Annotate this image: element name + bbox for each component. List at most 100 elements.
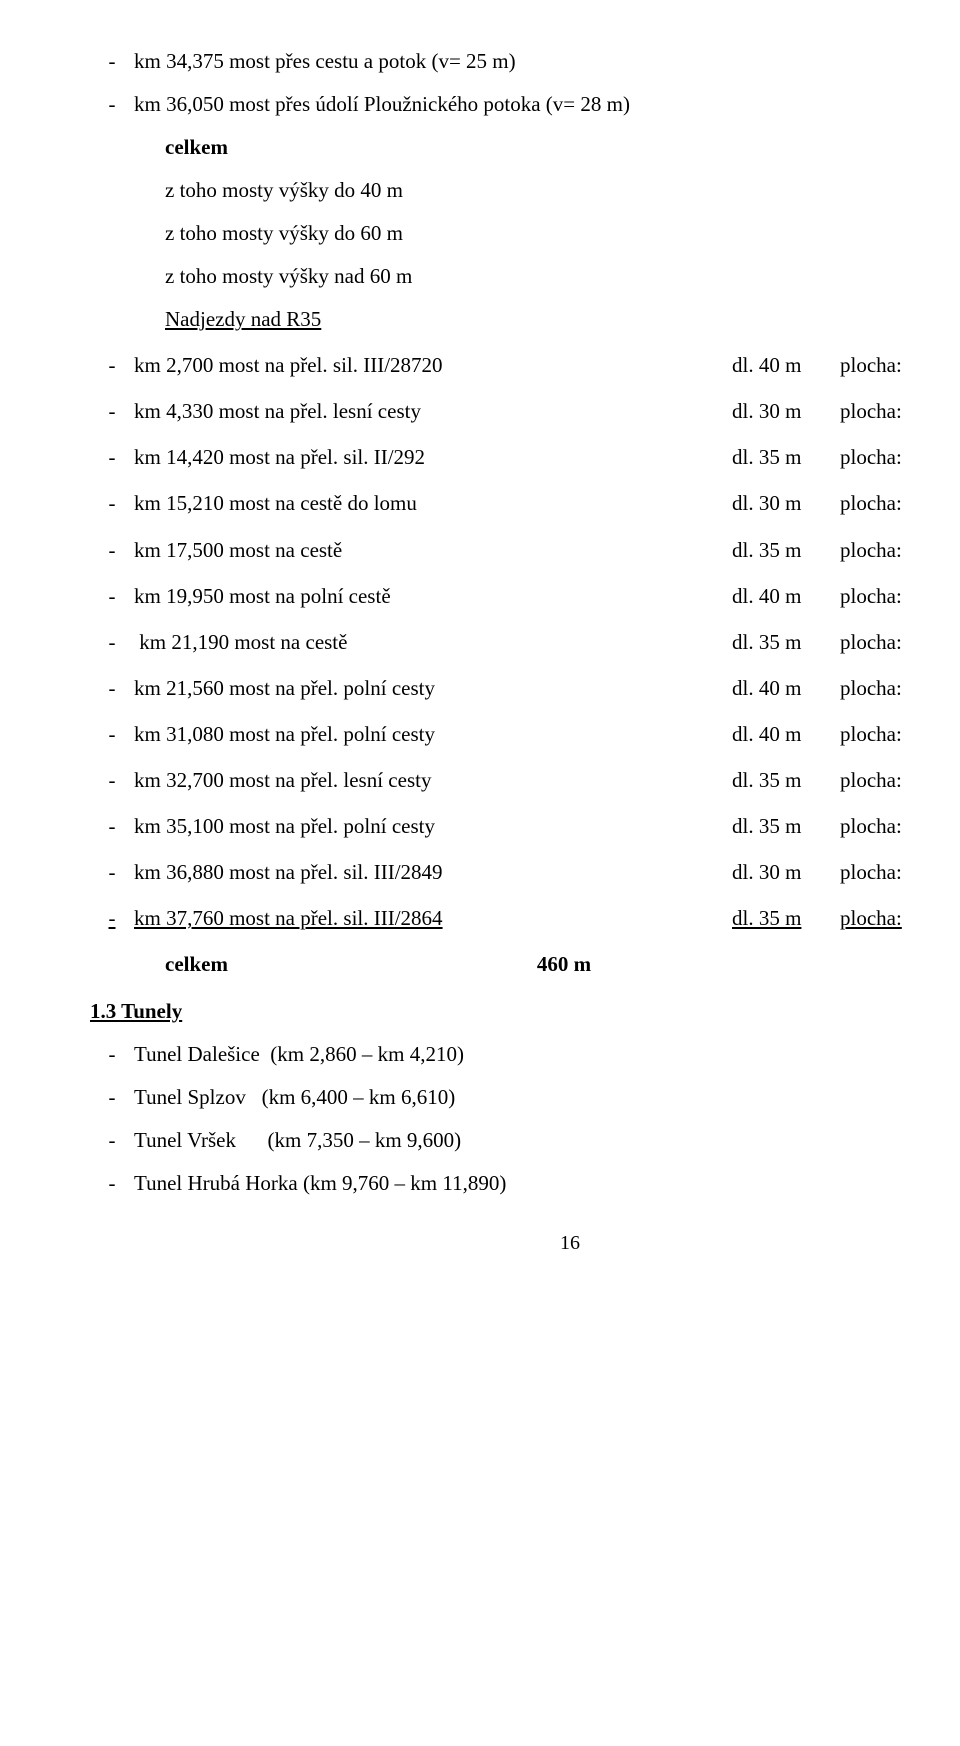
- item-text: Tunel Dalešice (km 2,860 – km 4,210): [134, 1033, 464, 1076]
- bullet-dash: -: [90, 344, 134, 387]
- item-dl: dl. 40 m: [732, 667, 840, 710]
- bullet-dash: -: [90, 390, 134, 433]
- page-number: 16: [90, 1223, 960, 1264]
- bullet-dash: -: [90, 805, 134, 848]
- item-text: km 32,700 most na přel. lesní cesty: [134, 759, 431, 802]
- bullet-dash: -: [90, 529, 134, 572]
- item-text: km 35,100 most na přel. polní cesty: [134, 805, 435, 848]
- bullet-dash: -: [90, 83, 134, 126]
- item-plocha-label: plocha:: [840, 759, 930, 802]
- bullet-dash: -: [90, 851, 134, 894]
- value-celkem-bottom-right: 2 645 m2: [900, 940, 960, 986]
- item-plocha-value: 140 m2: [930, 802, 960, 848]
- bullet-dash: -: [90, 1119, 134, 1162]
- item-dl: dl. 40 m: [732, 344, 840, 387]
- item-plocha-value: 225 m2: [930, 848, 960, 894]
- item-dl: dl. 35 m: [732, 529, 840, 572]
- bullet-dash: -: [90, 713, 134, 756]
- item-plocha-label: plocha:: [840, 851, 930, 894]
- item-dl: dl. 35 m: [732, 897, 840, 940]
- list-item: -Tunel Splzov (km 6,400 – km 6,610)dl. 2…: [90, 1076, 960, 1119]
- item-plocha-value: 200 m2: [930, 710, 960, 756]
- item-plocha-value: 140 m2: [930, 526, 960, 572]
- bullet-dash: -: [90, 667, 134, 710]
- list-item: -km 34,375 most přes cestu a potok (v= 2…: [90, 40, 960, 83]
- item-dl: dl. 30 m: [732, 851, 840, 894]
- item-dl: dl. 30 m: [732, 482, 840, 525]
- item-text: km 21,560 most na přel. polní cesty: [134, 667, 435, 710]
- item-plocha-label: plocha:: [840, 436, 930, 479]
- item-plocha-label: plocha:: [840, 344, 930, 387]
- item-dl: dl. 35 m: [732, 621, 840, 664]
- item-plocha-label: plocha:: [840, 805, 930, 848]
- item-text: km 37,760 most na přel. sil. III/2864: [134, 897, 443, 940]
- list-item: -km 15,210 most na cestě do lomudl. 30 m…: [90, 479, 960, 525]
- item-plocha-value: 262,5 m2: [930, 894, 960, 940]
- item-text: km 36,050 most přes údolí Ploužnického p…: [134, 83, 630, 126]
- list-item: -Tunel Hrubá Horka (km 9,760 – km 11,890…: [90, 1162, 960, 1205]
- item-plocha-label: plocha:: [840, 713, 930, 756]
- item-plocha-value: 300 m2: [930, 341, 960, 387]
- item-text: Tunel Vršek (km 7,350 – km 9,600): [134, 1119, 461, 1162]
- item-text: km 17,500 most na cestě: [134, 529, 342, 572]
- list-item: -km 36,880 most na přel. sil. III/2849 dl…: [90, 848, 960, 894]
- list-item: -km 21,560 most na přel. polní cesty dl. …: [90, 664, 960, 710]
- item-plocha-value: 200 m2: [930, 572, 960, 618]
- item-plocha-value: 332,5 m2: [930, 433, 960, 479]
- item-text: km 36,880 most na přel. sil. III/2849: [134, 851, 443, 894]
- item-text: km 15,210 most na cestě do lomu: [134, 482, 417, 525]
- label-celkem-top: celkem: [165, 126, 228, 169]
- item-plocha-label: plocha:: [840, 482, 930, 525]
- item-plocha-label: plocha:: [840, 575, 930, 618]
- list-item: z toho mosty výšky do 40 m2 950 m: [90, 169, 960, 212]
- item-plocha-value: 175 m2: [930, 618, 960, 664]
- list-item: -km 36,050 most přes údolí Ploužnického …: [90, 83, 960, 126]
- item-dl: dl. 40 m: [732, 575, 840, 618]
- list-item: -km 14,420 most na přel. sil. II/292 dl. …: [90, 433, 960, 479]
- item-text: km 2,700 most na přel. sil. III/28720: [134, 344, 443, 387]
- label-celkem-bottom: celkem: [165, 943, 228, 986]
- bullet-dash: -: [90, 1076, 134, 1119]
- item-plocha-value: 140 m2: [930, 756, 960, 802]
- item-plocha-label: plocha:: [840, 529, 930, 572]
- label-nadjezdy: Nadjezdy nad R35: [165, 298, 321, 341]
- list-item: -km 4,330 most na přel. lesní cesty dl. 3…: [90, 387, 960, 433]
- list-item: -km 17,500 most na cestě dl. 35 mplocha:1…: [90, 526, 960, 572]
- item-text: z toho mosty výšky nad 60 m: [165, 255, 412, 298]
- list-item: -km 31,080 most na přel. polní cesty dl. …: [90, 710, 960, 756]
- item-plocha-label: plocha:: [840, 667, 930, 710]
- list-item: -Tunel Dalešice (km 2,860 – km 4,210)dl.…: [90, 1033, 960, 1076]
- item-dl: dl. 40 m: [732, 713, 840, 756]
- item-text: km 34,375 most přes cestu a potok (v= 25…: [134, 40, 516, 83]
- item-text: km 14,420 most na přel. sil. II/292: [134, 436, 425, 479]
- list-item: -km 2,700 most na přel. sil. III/28720 dl…: [90, 341, 960, 387]
- item-plocha-label: plocha:: [840, 897, 930, 940]
- item-text: Tunel Splzov (km 6,400 – km 6,610): [134, 1076, 455, 1119]
- item-dl: dl. 30 m: [732, 390, 840, 433]
- bullet-dash: -: [90, 759, 134, 802]
- list-item: -km 37,760 most na přel. sil. III/2864 dl…: [90, 894, 960, 940]
- bullet-dash: -: [90, 575, 134, 618]
- item-text: km 4,330 most na přel. lesní cesty: [134, 390, 421, 433]
- item-text: km 31,080 most na přel. polní cesty: [134, 713, 435, 756]
- list-item: -km 19,950 most na polní cestědl. 40 mpl…: [90, 572, 960, 618]
- list-item: - km 21,190 most na cestědl. 35 mplocha:…: [90, 618, 960, 664]
- value-celkem-bottom-mid: 460 m: [228, 943, 900, 986]
- section-1-3-title: 1.3 Tunely: [90, 990, 182, 1033]
- list-item: z toho mosty výšky nad 60 m1 000 m: [90, 255, 960, 298]
- item-plocha-value: 150 m2: [930, 387, 960, 433]
- list-item: -Tunel Vršek (km 7,350 – km 9,600)dl. 22…: [90, 1119, 960, 1162]
- item-plocha-label: plocha:: [840, 621, 930, 664]
- bullet-dash: -: [90, 436, 134, 479]
- item-dl: dl. 35 m: [732, 805, 840, 848]
- item-text: z toho mosty výšky do 40 m: [165, 169, 403, 212]
- bullet-dash: -: [90, 1162, 134, 1205]
- bullet-dash: -: [90, 897, 134, 940]
- bullet-dash: -: [90, 1033, 134, 1076]
- item-dl: dl. 35 m: [732, 759, 840, 802]
- item-dl: dl. 35 m: [732, 436, 840, 479]
- item-plocha-value: 180 m2: [930, 479, 960, 525]
- bullet-dash: -: [90, 40, 134, 83]
- item-plocha-value: 200 m2: [930, 664, 960, 710]
- list-item: -km 32,700 most na přel. lesní cesty dl. …: [90, 756, 960, 802]
